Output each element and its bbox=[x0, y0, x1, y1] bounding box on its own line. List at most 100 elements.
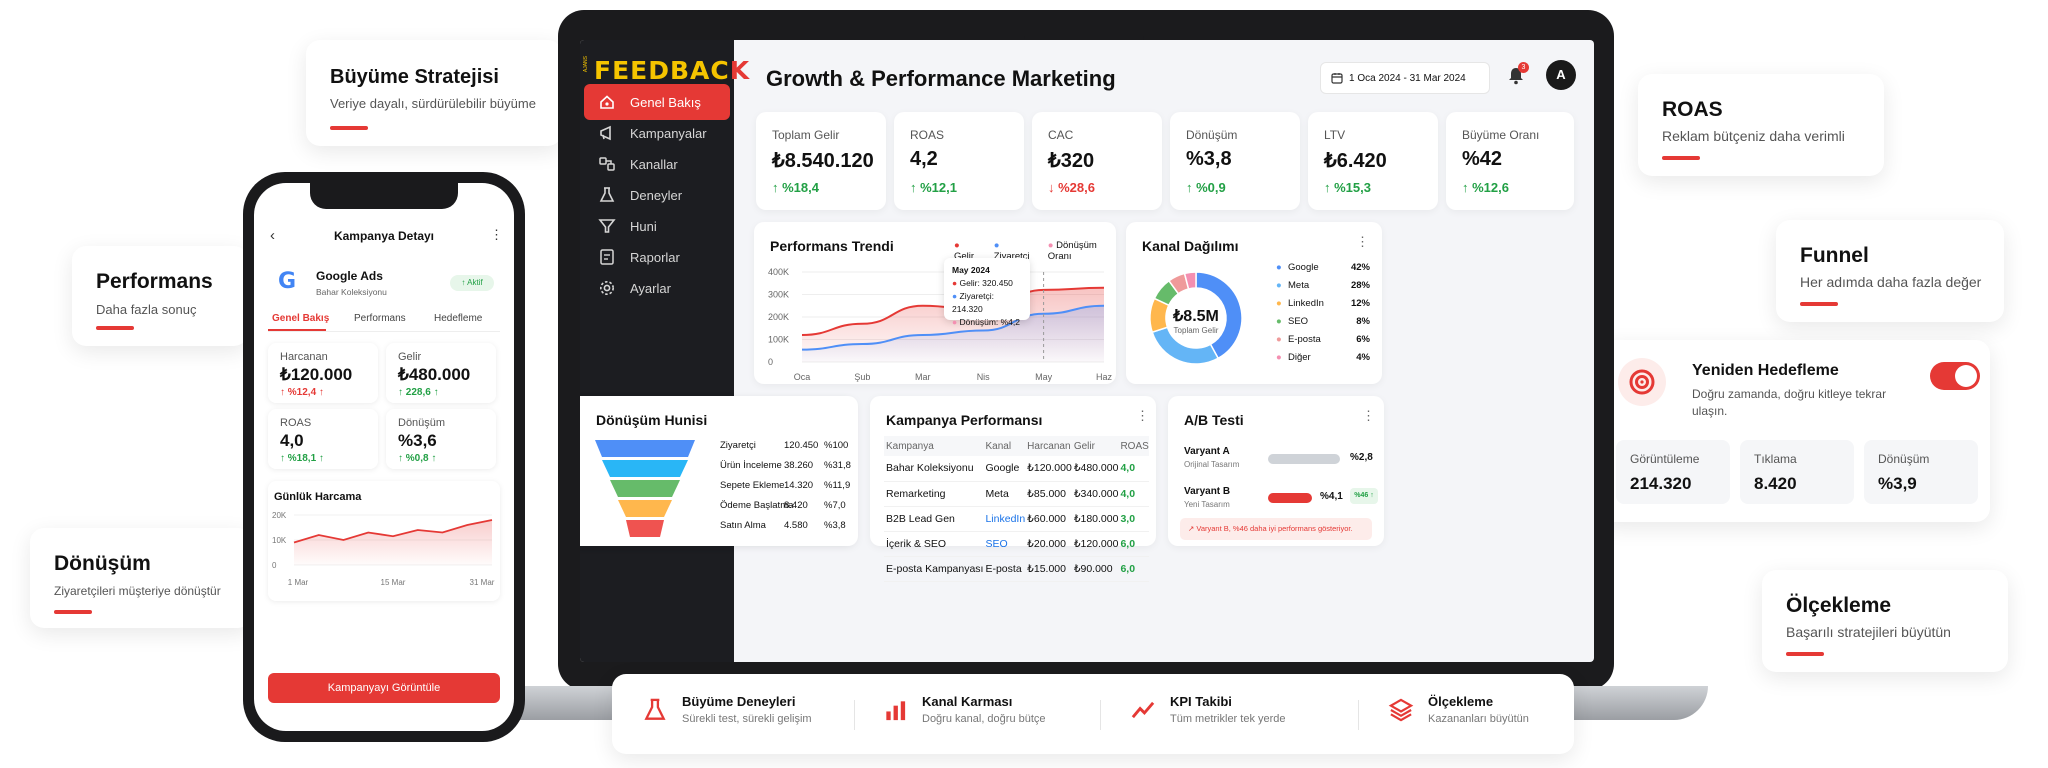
funnel-stage-value: 14.320 bbox=[784, 480, 814, 491]
avatar[interactable]: A bbox=[1546, 60, 1576, 90]
sidebar-item-0[interactable]: Genel Bakış bbox=[584, 84, 730, 120]
y-tick-label: 200K bbox=[768, 312, 789, 322]
feature-bar: Büyüme Deneyleri Sürekli test, sürekli ge… bbox=[612, 674, 1574, 754]
phone-metric-card[interactable]: ROAS 4,0 ↑ %18,1 ↑ bbox=[268, 409, 378, 469]
metric-delta: ↑ 228,6 ↑ bbox=[398, 387, 439, 398]
legend-dot: ● bbox=[1276, 334, 1282, 345]
notification-button[interactable]: 3 bbox=[1506, 62, 1530, 90]
kpi-value: 4,2 bbox=[910, 148, 938, 170]
table-row[interactable]: Remarketing Meta ₺85.000 ₺340.000 4,0 bbox=[884, 481, 1149, 506]
sidebar-item-2[interactable]: Kanallar bbox=[584, 146, 730, 182]
feature-item[interactable]: Kanal Karması Doğru kanal, doğru bütçe bbox=[882, 694, 1101, 730]
legend-dot: ● bbox=[1276, 298, 1282, 309]
table-cell: E-posta bbox=[985, 562, 1022, 575]
phone-notch bbox=[310, 183, 458, 209]
kpi-card[interactable]: ROAS 4,2 ↑ %12,1 bbox=[894, 112, 1024, 210]
arrow-icon: ↑ bbox=[316, 453, 324, 464]
funnel-stage-0 bbox=[595, 440, 695, 457]
more-icon[interactable]: ⋮ bbox=[490, 227, 503, 242]
y-tick-label: 300K bbox=[768, 290, 789, 300]
x-tick-label: 15 Mar bbox=[381, 578, 406, 587]
kpi-card[interactable]: LTV ₺6.420 ↑ %15,3 bbox=[1308, 112, 1438, 210]
kpi-delta-value: %18,4 bbox=[782, 180, 819, 195]
funnel-stage-pct: %11,9 bbox=[824, 480, 851, 491]
date-range-picker[interactable]: 1 Oca 2024 - 31 Mar 2024 bbox=[1320, 62, 1490, 94]
column-header: ROAS bbox=[1120, 440, 1149, 452]
dashboard-screen: AJANS FEEDBACK Genel Bakış Kampanyalar Kan… bbox=[580, 40, 1594, 662]
retargeting-stat: Dönüşüm %3,9 bbox=[1864, 440, 1978, 504]
channel-legend-item: ● Meta 28% bbox=[1276, 280, 1370, 291]
phone-tab-1[interactable]: Performans bbox=[354, 313, 406, 324]
phone-metric-card[interactable]: Harcanan ₺120.000 ↑ %12,4 ↑ bbox=[268, 343, 378, 403]
feature-item[interactable]: Ölçekleme Kazananları büyütün bbox=[1388, 694, 1529, 725]
x-tick-label: 31 Mar bbox=[470, 578, 495, 587]
kpi-value: ₺8.540.120 bbox=[772, 150, 874, 172]
campaign-table: Kampanya Kanal Harcanan Gelir ROAS Bahar Kole… bbox=[884, 436, 1149, 582]
accent-bar bbox=[1800, 302, 1838, 306]
feature-subtitle: Sürekli test, sürekli gelişim bbox=[682, 713, 812, 725]
feature-item[interactable]: Büyüme Deneyleri Sürekli test, sürekli ge… bbox=[642, 694, 855, 730]
legend-dot: ● bbox=[1276, 316, 1282, 327]
funnel-stage-pct: %3,8 bbox=[824, 520, 846, 531]
table-row[interactable]: E-posta Kampanyası E-posta ₺15.000 ₺90.000 6… bbox=[884, 556, 1149, 581]
table-cell: Meta bbox=[985, 487, 1009, 500]
sidebar-item-5[interactable]: Raporlar bbox=[584, 239, 730, 275]
view-campaign-button[interactable]: Kampanyayı Görüntüle bbox=[268, 673, 500, 703]
performance-trend-panel: Performans Trendi ● Gelir ● Ziyaretçi ● Dö… bbox=[754, 222, 1116, 384]
more-icon[interactable]: ⋮ bbox=[1356, 234, 1369, 249]
feature-title: Büyüme Deneyleri bbox=[682, 694, 796, 709]
metric-value: ₺120.000 bbox=[280, 365, 353, 384]
kpi-card[interactable]: Büyüme Oranı %42 ↑ %12,6 bbox=[1446, 112, 1574, 210]
metric-value: ₺480.000 bbox=[398, 365, 471, 384]
kpi-label: ROAS bbox=[910, 128, 945, 142]
phone-tab-0[interactable]: Genel Bakış bbox=[272, 313, 330, 324]
sidebar-item-1[interactable]: Kampanyalar bbox=[584, 115, 730, 151]
feature-subtitle: Kazananları büyütün bbox=[1428, 713, 1529, 725]
legend-label: Dönüşüm Oranı bbox=[1047, 240, 1097, 262]
phone-metric-card[interactable]: Gelir ₺480.000 ↑ 228,6 ↑ bbox=[386, 343, 496, 403]
phone-tab-2[interactable]: Hedefleme bbox=[434, 313, 483, 324]
sidebar-item-4[interactable]: Huni bbox=[584, 208, 730, 244]
table-cell: 6,0 bbox=[1120, 537, 1136, 550]
feature-text: Ölçekleme Kazananları büyütün bbox=[1428, 694, 1529, 725]
table-row[interactable]: Bahar Koleksiyonu Google ₺120.000 ₺480.000 4… bbox=[884, 456, 1149, 481]
sidebar-item-label: Kanallar bbox=[630, 156, 678, 172]
phone-metric-card[interactable]: Dönüşüm %3,6 ↑ %0,8 ↑ bbox=[386, 409, 496, 469]
more-icon[interactable]: ⋮ bbox=[1136, 408, 1149, 423]
retargeting-toggle[interactable] bbox=[1930, 362, 1980, 390]
arrow-icon: ↑ bbox=[428, 453, 437, 464]
feature-item[interactable]: KPI Takibi Tüm metrikler tek yerde bbox=[1130, 694, 1359, 730]
series-area-1 bbox=[802, 305, 1104, 362]
more-icon[interactable]: ⋮ bbox=[1362, 408, 1375, 423]
chart-tooltip: May 2024 ● Gelir: 320.450 ● Ziyaretçi: 2… bbox=[944, 258, 1030, 327]
table-cell: İçerik & SEO bbox=[886, 537, 947, 550]
phone-screen: ‹ Kampanya Detayı ⋮ G Google Ads Bahar K… bbox=[254, 183, 514, 731]
ab-test-note-text: Varyant B, %46 daha iyi performans göste… bbox=[1196, 524, 1353, 533]
legend-label: Gelir bbox=[954, 251, 975, 262]
metric-delta-value: %18,1 bbox=[287, 453, 317, 464]
kpi-card[interactable]: Dönüşüm %3,8 ↑ %0,9 bbox=[1170, 112, 1300, 210]
arrow-up-icon: ↑ bbox=[398, 453, 406, 464]
campaign-subtitle: Bahar Koleksiyonu bbox=[316, 287, 387, 297]
logo[interactable]: FEEDBACK bbox=[594, 56, 750, 85]
arrow-icon: ↑ bbox=[430, 387, 439, 398]
page-title: Growth & Performance Marketing bbox=[766, 66, 1116, 91]
performance-card: Performans Daha fazla sonuç bbox=[72, 246, 248, 346]
kpi-card[interactable]: Toplam Gelir ₺8.540.120 ↑ %18,4 bbox=[756, 112, 886, 210]
table-row[interactable]: İçerik & SEO SEO ₺20.000 ₺120.000 6,0 bbox=[884, 531, 1149, 556]
sidebar-item-6[interactable]: Ayarlar bbox=[584, 270, 730, 306]
roas-title: ROAS bbox=[1662, 98, 1723, 121]
donut-center-value: ₺8.5M bbox=[1173, 308, 1219, 325]
sidebar-item-3[interactable]: Deneyler bbox=[584, 177, 730, 213]
campaign-performance-title: Kampanya Performansı bbox=[886, 412, 1043, 428]
legend-item: ● Ziyaretçi bbox=[994, 240, 1034, 262]
ab-test-panel: A/B Testi ⋮ Varyant A Orijinal Tasarım %… bbox=[1168, 396, 1384, 546]
legend-label: Ziyaretçi bbox=[993, 251, 1030, 262]
table-cell: B2B Lead Gen bbox=[886, 512, 955, 525]
tooltip-line-3: Dönüşüm: %4,2 bbox=[959, 317, 1020, 327]
table-row[interactable]: B2B Lead Gen LinkedIn ₺60.000 ₺180.000 3,0 bbox=[884, 506, 1149, 531]
kpi-card[interactable]: CAC ₺320 ↓ %28,6 bbox=[1032, 112, 1162, 210]
back-icon[interactable]: ‹ bbox=[270, 227, 275, 244]
funnel-stage-label: Ödeme Başlatma bbox=[720, 500, 794, 511]
legend-dot: ● bbox=[993, 240, 1000, 251]
